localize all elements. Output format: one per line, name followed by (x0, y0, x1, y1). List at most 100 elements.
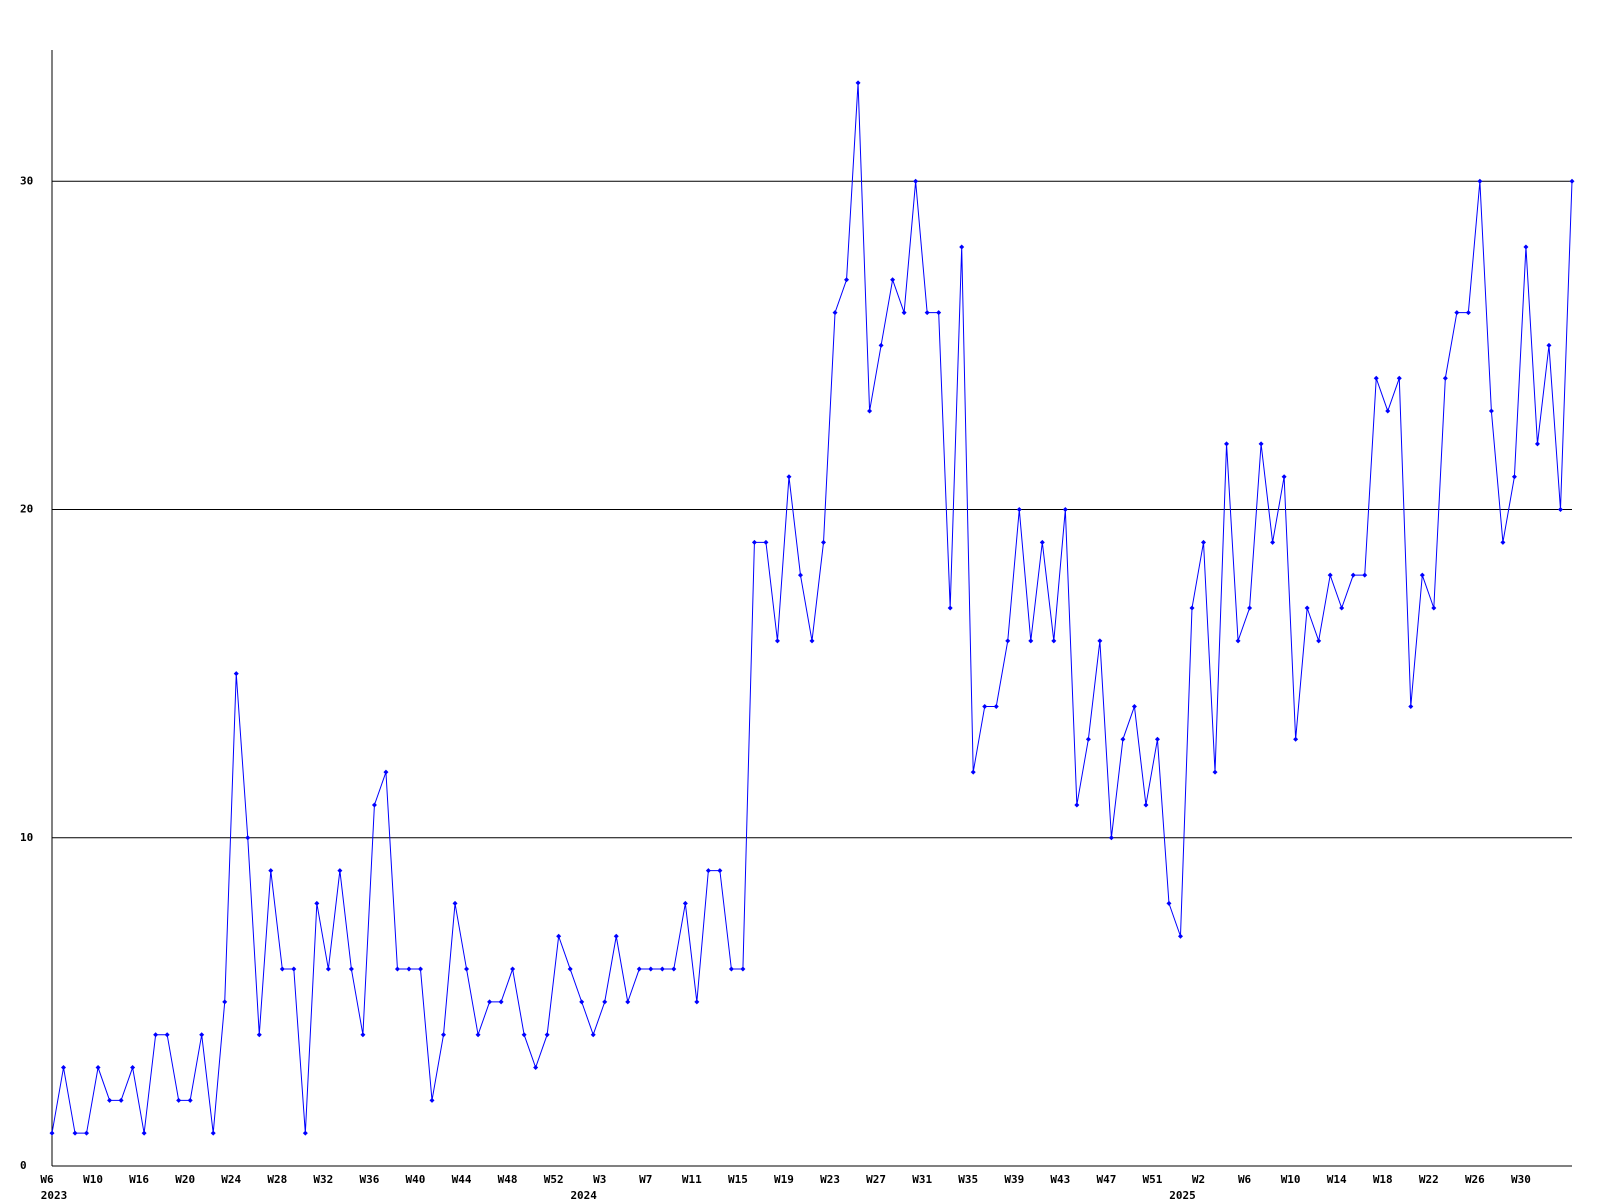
y-tick-label: 30 (20, 174, 33, 187)
data-point (337, 868, 343, 874)
data-point (1569, 178, 1575, 184)
data-point (1224, 441, 1230, 447)
data-point (245, 835, 251, 841)
data-point (1016, 507, 1022, 513)
data-point (740, 966, 746, 972)
data-point (348, 966, 354, 972)
data-point (394, 966, 400, 972)
data-point (1339, 605, 1345, 611)
data-point (867, 408, 873, 414)
data-point (901, 310, 907, 316)
data-point (268, 868, 274, 874)
data-point (763, 539, 769, 545)
y-tick-label: 20 (20, 503, 33, 516)
data-point (233, 671, 239, 677)
x-tick-label: W26 (1465, 1173, 1485, 1186)
data-point (602, 999, 608, 1005)
data-point (1408, 703, 1414, 709)
x-tick-label: W44 (452, 1173, 472, 1186)
data-point (210, 1130, 216, 1136)
x-tick-label: W27 (866, 1173, 886, 1186)
x-tick-label: W36 (359, 1173, 379, 1186)
data-point (533, 1065, 539, 1071)
x-tick-label: W22 (1419, 1173, 1439, 1186)
x-tick-label: W7 (639, 1173, 652, 1186)
data-point (982, 703, 988, 709)
x-year-label: 2025 (1169, 1189, 1196, 1200)
data-point (613, 933, 619, 939)
data-point (590, 1032, 596, 1038)
x-tick-label: W32 (313, 1173, 333, 1186)
data-point (1120, 736, 1126, 742)
x-tick-label: W23 (820, 1173, 840, 1186)
data-point (890, 277, 896, 283)
x-tick-label: W30 (1511, 1173, 1531, 1186)
data-point (1201, 539, 1207, 545)
data-point (417, 966, 423, 972)
x-tick-label: W6 (40, 1173, 54, 1186)
data-point (1373, 375, 1379, 381)
data-point (1154, 736, 1160, 742)
y-tick-label: 0 (20, 1159, 27, 1172)
x-tick-label: W10 (1281, 1173, 1301, 1186)
data-point (291, 966, 297, 972)
data-point (302, 1130, 308, 1136)
data-point (521, 1032, 527, 1038)
x-tick-label: W52 (544, 1173, 564, 1186)
data-point (176, 1097, 182, 1103)
x-tick-label: W40 (406, 1173, 426, 1186)
data-point (487, 999, 493, 1005)
x-tick-label: W2 (1192, 1173, 1205, 1186)
data-point (809, 638, 815, 644)
data-point (1270, 539, 1276, 545)
data-point (1028, 638, 1034, 644)
data-point (579, 999, 585, 1005)
y-tick-label: 10 (20, 831, 33, 844)
data-point (475, 1032, 481, 1038)
data-point (1051, 638, 1057, 644)
data-point (1039, 539, 1045, 545)
data-point (360, 1032, 366, 1038)
data-point (199, 1032, 205, 1038)
data-point (1431, 605, 1437, 611)
x-tick-label: W47 (1096, 1173, 1116, 1186)
x-tick-label: W43 (1050, 1173, 1070, 1186)
x-tick-label: W10 (83, 1173, 103, 1186)
data-point (751, 539, 757, 545)
data-point (452, 900, 458, 906)
data-point (625, 999, 631, 1005)
data-point (544, 1032, 550, 1038)
data-point (279, 966, 285, 972)
data-point (717, 868, 723, 874)
data-point (1108, 835, 1114, 841)
data-point (821, 539, 827, 545)
data-point (1454, 310, 1460, 316)
data-point (913, 178, 919, 184)
data-point (1293, 736, 1299, 742)
data-point (441, 1032, 447, 1038)
data-point (1465, 310, 1471, 316)
x-tick-label: W16 (129, 1173, 149, 1186)
data-point (797, 572, 803, 578)
data-point (61, 1065, 67, 1071)
data-point (464, 966, 470, 972)
data-point (1212, 769, 1218, 775)
data-point (878, 342, 884, 348)
data-point (1557, 507, 1563, 513)
data-point (256, 1032, 262, 1038)
data-point (1166, 900, 1172, 906)
data-point (153, 1032, 159, 1038)
data-point (429, 1097, 435, 1103)
data-point (993, 703, 999, 709)
data-point (1350, 572, 1356, 578)
data-point (107, 1097, 113, 1103)
x-tick-label: W15 (728, 1173, 748, 1186)
data-point (1534, 441, 1540, 447)
data-point (1235, 638, 1241, 644)
data-point (1258, 441, 1264, 447)
x-tick-label: W14 (1327, 1173, 1347, 1186)
data-point (164, 1032, 170, 1038)
data-point (1385, 408, 1391, 414)
data-point (222, 999, 228, 1005)
